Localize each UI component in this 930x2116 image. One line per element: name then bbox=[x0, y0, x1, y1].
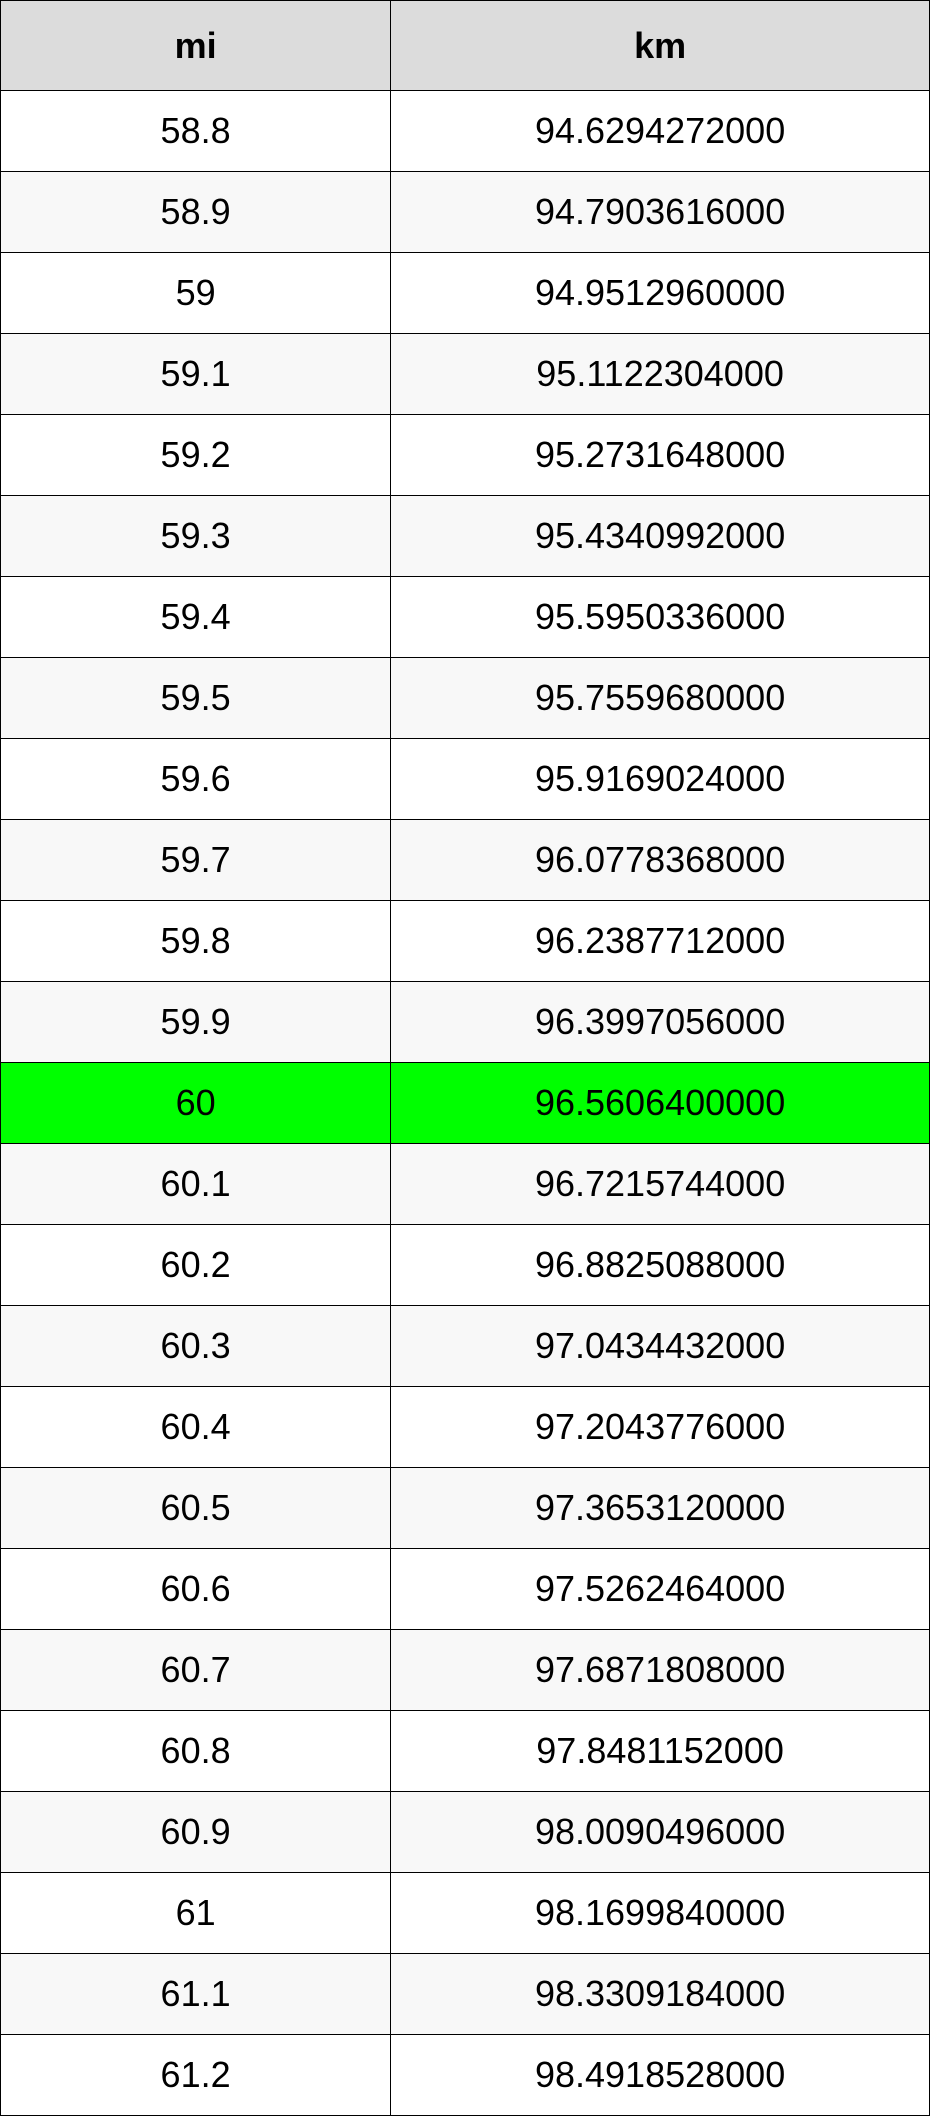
cell-mi: 59.5 bbox=[1, 658, 391, 739]
cell-km: 97.0434432000 bbox=[391, 1306, 930, 1387]
cell-km: 98.4918528000 bbox=[391, 2035, 930, 2116]
table-row: 59.695.9169024000 bbox=[1, 739, 930, 820]
cell-km: 97.3653120000 bbox=[391, 1468, 930, 1549]
cell-mi: 59.2 bbox=[1, 415, 391, 496]
cell-mi: 59 bbox=[1, 253, 391, 334]
cell-km: 94.7903616000 bbox=[391, 172, 930, 253]
cell-km: 95.5950336000 bbox=[391, 577, 930, 658]
cell-mi: 59.3 bbox=[1, 496, 391, 577]
cell-km: 96.8825088000 bbox=[391, 1225, 930, 1306]
cell-km: 97.2043776000 bbox=[391, 1387, 930, 1468]
cell-km: 95.1122304000 bbox=[391, 334, 930, 415]
cell-mi: 59.6 bbox=[1, 739, 391, 820]
conversion-table: mi km 58.894.629427200058.994.7903616000… bbox=[0, 0, 930, 2116]
cell-km: 96.3997056000 bbox=[391, 982, 930, 1063]
cell-mi: 60.9 bbox=[1, 1792, 391, 1873]
table-row: 60.497.2043776000 bbox=[1, 1387, 930, 1468]
table-row: 60.797.6871808000 bbox=[1, 1630, 930, 1711]
table-header: mi km bbox=[1, 1, 930, 91]
cell-km: 96.0778368000 bbox=[391, 820, 930, 901]
table-row: 59.896.2387712000 bbox=[1, 901, 930, 982]
cell-mi: 61 bbox=[1, 1873, 391, 1954]
table-row: 59.195.1122304000 bbox=[1, 334, 930, 415]
table-row: 59.495.5950336000 bbox=[1, 577, 930, 658]
table-row: 60.597.3653120000 bbox=[1, 1468, 930, 1549]
table-row: 60.998.0090496000 bbox=[1, 1792, 930, 1873]
table-row: 60.397.0434432000 bbox=[1, 1306, 930, 1387]
table-row: 6096.5606400000 bbox=[1, 1063, 930, 1144]
cell-km: 96.7215744000 bbox=[391, 1144, 930, 1225]
cell-km: 96.5606400000 bbox=[391, 1063, 930, 1144]
cell-mi: 58.8 bbox=[1, 91, 391, 172]
header-mi: mi bbox=[1, 1, 391, 91]
cell-mi: 61.1 bbox=[1, 1954, 391, 2035]
cell-mi: 59.7 bbox=[1, 820, 391, 901]
cell-mi: 60.8 bbox=[1, 1711, 391, 1792]
table-row: 59.295.2731648000 bbox=[1, 415, 930, 496]
table-row: 59.796.0778368000 bbox=[1, 820, 930, 901]
table-row: 58.994.7903616000 bbox=[1, 172, 930, 253]
cell-mi: 60.3 bbox=[1, 1306, 391, 1387]
header-km: km bbox=[391, 1, 930, 91]
cell-km: 94.6294272000 bbox=[391, 91, 930, 172]
cell-mi: 60.2 bbox=[1, 1225, 391, 1306]
table-row: 6198.1699840000 bbox=[1, 1873, 930, 1954]
cell-km: 95.4340992000 bbox=[391, 496, 930, 577]
cell-km: 95.7559680000 bbox=[391, 658, 930, 739]
cell-mi: 58.9 bbox=[1, 172, 391, 253]
cell-mi: 59.4 bbox=[1, 577, 391, 658]
cell-mi: 60.6 bbox=[1, 1549, 391, 1630]
cell-mi: 60.4 bbox=[1, 1387, 391, 1468]
cell-mi: 60.5 bbox=[1, 1468, 391, 1549]
cell-km: 97.8481152000 bbox=[391, 1711, 930, 1792]
table-body: 58.894.629427200058.994.79036160005994.9… bbox=[1, 91, 930, 2116]
cell-mi: 60.7 bbox=[1, 1630, 391, 1711]
table-row: 60.196.7215744000 bbox=[1, 1144, 930, 1225]
cell-km: 98.0090496000 bbox=[391, 1792, 930, 1873]
table-row: 5994.9512960000 bbox=[1, 253, 930, 334]
table-row: 58.894.6294272000 bbox=[1, 91, 930, 172]
table-row: 59.595.7559680000 bbox=[1, 658, 930, 739]
cell-mi: 60.1 bbox=[1, 1144, 391, 1225]
header-row: mi km bbox=[1, 1, 930, 91]
cell-mi: 59.8 bbox=[1, 901, 391, 982]
cell-mi: 59.9 bbox=[1, 982, 391, 1063]
table-row: 59.996.3997056000 bbox=[1, 982, 930, 1063]
conversion-table-container: mi km 58.894.629427200058.994.7903616000… bbox=[0, 0, 930, 2116]
table-row: 59.395.4340992000 bbox=[1, 496, 930, 577]
cell-mi: 59.1 bbox=[1, 334, 391, 415]
cell-km: 95.2731648000 bbox=[391, 415, 930, 496]
cell-km: 95.9169024000 bbox=[391, 739, 930, 820]
cell-km: 98.3309184000 bbox=[391, 1954, 930, 2035]
cell-km: 97.5262464000 bbox=[391, 1549, 930, 1630]
cell-km: 97.6871808000 bbox=[391, 1630, 930, 1711]
table-row: 60.897.8481152000 bbox=[1, 1711, 930, 1792]
table-row: 61.298.4918528000 bbox=[1, 2035, 930, 2116]
table-row: 61.198.3309184000 bbox=[1, 1954, 930, 2035]
cell-mi: 61.2 bbox=[1, 2035, 391, 2116]
cell-km: 98.1699840000 bbox=[391, 1873, 930, 1954]
cell-km: 94.9512960000 bbox=[391, 253, 930, 334]
table-row: 60.697.5262464000 bbox=[1, 1549, 930, 1630]
cell-mi: 60 bbox=[1, 1063, 391, 1144]
table-row: 60.296.8825088000 bbox=[1, 1225, 930, 1306]
cell-km: 96.2387712000 bbox=[391, 901, 930, 982]
